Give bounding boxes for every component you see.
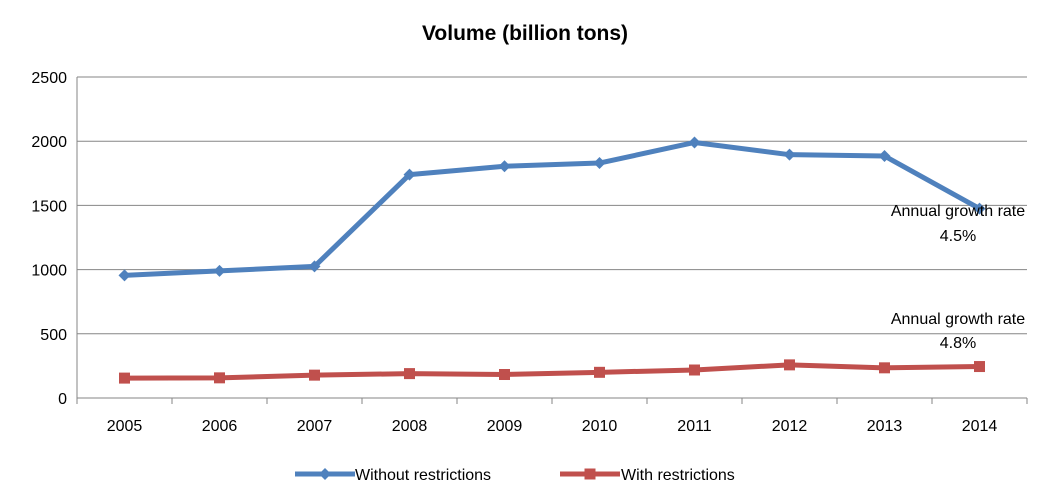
x-tick-label: 2009 [487, 418, 523, 435]
data-point [689, 364, 700, 376]
series-layer [118, 136, 986, 384]
data-point [879, 362, 890, 374]
annotations: Annual growth rate 4.5% Annual growth ra… [891, 203, 1025, 352]
data-point [213, 264, 226, 277]
series-line [124, 139, 981, 278]
axes: 0 500 1000 1500 2000 2500 2005 2006 2007 2008 2009… [31, 70, 1028, 435]
series-line [124, 362, 980, 381]
data-point [499, 369, 510, 381]
chart-title: Volume (billion tons) [422, 22, 628, 45]
x-tick-label: 2013 [867, 418, 903, 435]
data-point [214, 372, 225, 384]
legend-marker [319, 468, 331, 480]
x-tick-label: 2011 [677, 418, 712, 435]
data-point [308, 260, 321, 273]
data-point [688, 136, 701, 149]
data-point [784, 359, 795, 371]
legend: Without restrictions With restrictions [295, 467, 735, 481]
data-point [119, 372, 130, 384]
data-point [118, 269, 131, 282]
y-tick-label: 500 [40, 327, 67, 344]
data-point [783, 148, 796, 161]
annotation-2-line2: 4.8% [940, 335, 976, 352]
data-point [593, 157, 606, 170]
x-tick-label: 2008 [392, 418, 428, 435]
y-tick-label: 1000 [31, 263, 67, 280]
data-point [594, 366, 605, 378]
x-tick-label: 2010 [582, 418, 618, 435]
annotation-1-line2: 4.5% [940, 228, 976, 245]
series-2 [119, 359, 985, 384]
y-tick-label: 0 [58, 391, 67, 408]
data-point [498, 160, 511, 173]
y-tick-label: 1500 [31, 198, 67, 215]
series-1 [118, 136, 986, 282]
annotation-1-line1: Annual growth rate [891, 203, 1025, 220]
data-point [404, 368, 415, 380]
legend-item-2: With restrictions [560, 467, 735, 481]
legend-item-1: Without restrictions [295, 467, 491, 481]
data-point [309, 369, 320, 381]
x-tick-label: 2007 [297, 418, 333, 435]
x-tick-label: 2012 [772, 418, 808, 435]
gridlines [77, 76, 1027, 399]
x-tick-label: 2006 [202, 418, 238, 435]
annotation-2-line1: Annual growth rate [891, 311, 1025, 328]
data-point [974, 361, 985, 373]
y-tick-label: 2000 [31, 134, 67, 151]
data-point [403, 168, 416, 181]
x-tick-label: 2014 [962, 418, 998, 435]
x-tick-label: 2005 [107, 418, 143, 435]
y-tick-label: 2500 [31, 70, 67, 87]
data-point [973, 202, 986, 215]
legend-label: With restrictions [621, 467, 735, 481]
legend-label: Without restrictions [355, 467, 491, 481]
data-point [878, 149, 891, 162]
legend-marker [584, 468, 596, 480]
